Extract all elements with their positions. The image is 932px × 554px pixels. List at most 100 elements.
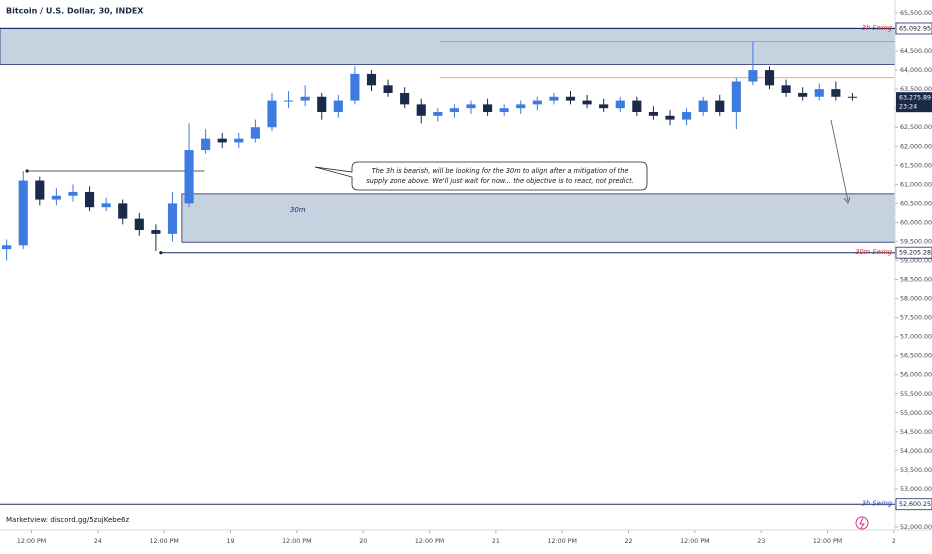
candle-body: [499, 108, 509, 112]
zone-label: 30m: [290, 206, 306, 214]
y-tick-label: 64,500.00: [900, 48, 932, 55]
y-tick-label: 61,500.00: [900, 162, 932, 169]
candle-body: [582, 100, 592, 105]
y-tick-label: 58,000.00: [900, 296, 932, 303]
callout-text: supply zone above. We'll just wait for n…: [366, 177, 634, 185]
callout-text: The 3h is bearish, will be looking for t…: [372, 167, 629, 175]
candle-body: [565, 96, 576, 101]
candle-body: [267, 100, 277, 128]
swing-name: 3h Swing: [862, 500, 892, 508]
price-label-box: [895, 498, 932, 511]
candle-body: [549, 96, 559, 101]
plot: [2, 41, 895, 261]
zone: [0, 27, 896, 65]
candle-body: [68, 191, 78, 196]
candle-body: [2, 245, 12, 250]
candle-body: [632, 100, 642, 112]
candle-body: [416, 104, 426, 116]
last-price: 63,275.89: [899, 95, 931, 102]
x-tick-label: 12:00 PM: [680, 538, 709, 545]
price-label-box: [895, 246, 932, 259]
y-tick-label: 53,500.00: [900, 467, 932, 474]
candle-body: [300, 96, 310, 101]
x-tick-label: 24: [94, 538, 102, 545]
price-label: 59,205.28: [899, 250, 931, 257]
x-tick-label: 12:00 PM: [282, 538, 311, 545]
swing-name: 30m Swing: [855, 248, 892, 256]
candle-body: [35, 180, 45, 200]
y-tick-label: 56,000.00: [900, 372, 932, 379]
candle-body: [250, 127, 260, 139]
y-tick-label: 59,000.00: [900, 258, 932, 265]
y-tick-label: 65,500.00: [900, 10, 932, 17]
candle-body: [516, 104, 526, 109]
x-tick-label: 12:00 PM: [149, 538, 178, 545]
x-tick-label: 22: [625, 538, 633, 545]
candle-body: [798, 92, 808, 97]
logo[interactable]: [855, 516, 869, 530]
candle-body: [366, 73, 377, 86]
candle-body: [615, 100, 625, 109]
candle-body: [748, 70, 758, 82]
y-tick-label: 55,500.00: [900, 391, 932, 398]
candle-body: [715, 100, 725, 112]
y-tick-label: 57,500.00: [900, 315, 932, 322]
countdown: 23:24: [899, 104, 917, 111]
swing-point: [159, 251, 163, 255]
logo-bolt: [859, 517, 865, 529]
candle-body: [698, 100, 708, 112]
y-tick-label: 60,000.00: [900, 219, 932, 226]
last-price-box: [896, 92, 932, 113]
candle-body: [847, 96, 857, 98]
candle-body: [234, 138, 244, 143]
zones: 30m: [0, 27, 896, 243]
y-tick-label: 57,000.00: [900, 334, 932, 341]
candle-body: [284, 100, 294, 102]
candle-body: [483, 104, 493, 112]
candle-body: [400, 92, 410, 105]
candle-body: [831, 89, 841, 97]
candle-body: [682, 111, 692, 120]
x-tick-label: 12:00 PM: [17, 538, 46, 545]
candle-body: [167, 203, 178, 234]
candle-body: [665, 115, 675, 120]
candle-body: [101, 203, 111, 208]
candle-body: [51, 195, 61, 200]
candle-body: [333, 100, 343, 112]
candle-body: [449, 108, 459, 112]
candle-body: [781, 85, 791, 93]
y-tick-label: 63,500.00: [900, 86, 932, 93]
y-tick-label: 52,000.00: [900, 524, 932, 531]
y-tick-label: 54,000.00: [900, 448, 932, 455]
y-tick-label: 64,000.00: [900, 67, 932, 74]
x-tick-label: 12:00 PM: [548, 538, 577, 545]
footer: Marketview: discord.gg/5zujKebe6z: [6, 516, 129, 524]
y-tick-label: 59,500.00: [900, 238, 932, 245]
candle-body: [764, 70, 775, 86]
zone: [181, 193, 896, 243]
x-tick-label: 20: [359, 538, 367, 545]
candle-body: [201, 138, 211, 151]
x-tick-label: 19: [227, 538, 235, 545]
price-label: 52,600.25: [899, 501, 931, 508]
y-tick-label: 55,000.00: [900, 410, 932, 417]
candle-body: [184, 150, 194, 204]
callout-box: [314, 161, 648, 191]
chart-title: Bitcoin / U.S. Dollar, 30, INDEX: [6, 7, 144, 16]
y-tick-label: 60,500.00: [900, 200, 932, 207]
candle-body: [134, 218, 144, 231]
price-label: 65,092.95: [899, 25, 931, 32]
x-tick-label: 12:00 PM: [813, 538, 842, 545]
x-tick-label: 12:00 PM: [415, 538, 444, 545]
candle-body: [648, 111, 658, 116]
y-tick-label: 53,000.00: [900, 486, 932, 493]
y-tick-label: 56,500.00: [900, 353, 932, 360]
candle-body: [151, 230, 161, 234]
y-tick-label: 62,500.00: [900, 124, 932, 131]
candle-body: [217, 138, 227, 143]
candle-body: [433, 111, 443, 116]
candle-body: [317, 96, 327, 112]
candle-body: [84, 191, 95, 208]
candle-body: [814, 89, 824, 97]
